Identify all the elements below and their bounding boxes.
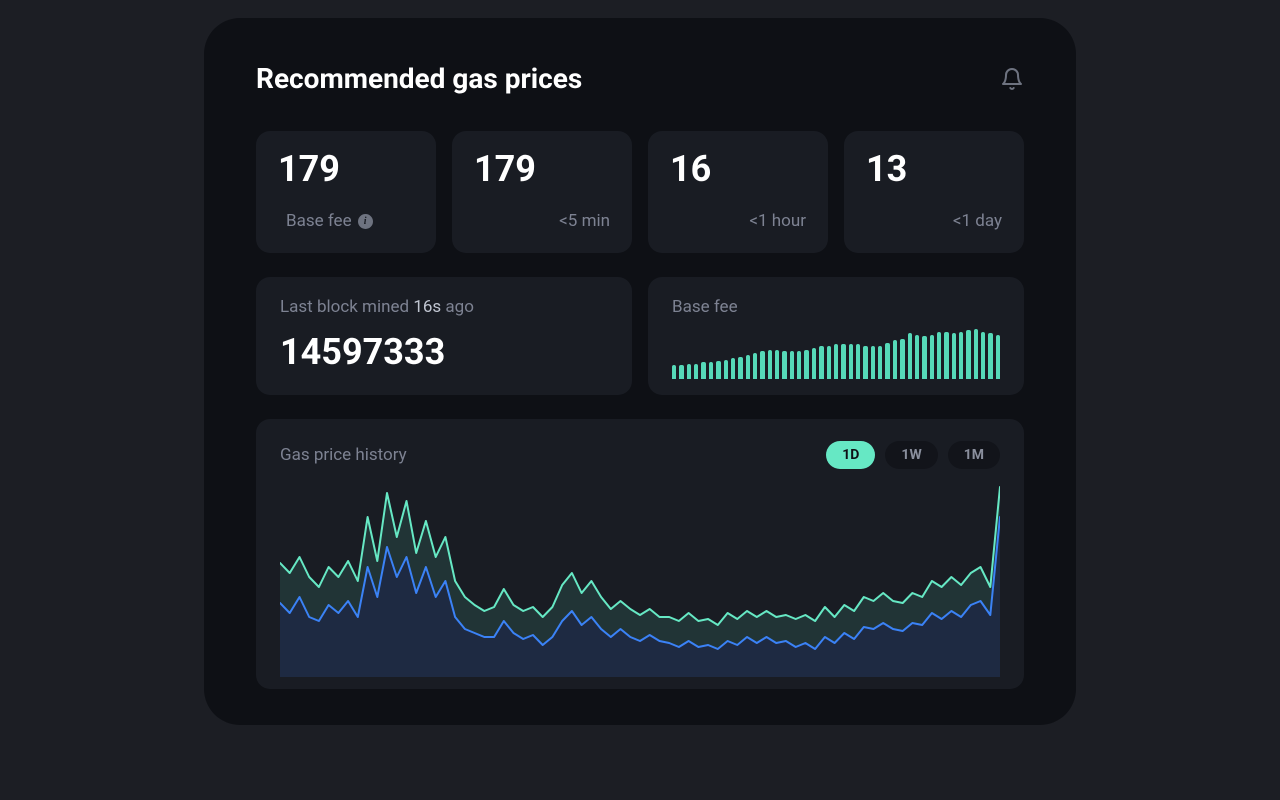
card-label: <1 day [866,211,1002,231]
card-1day: 13 <1 day [844,131,1024,253]
panel-header: Recommended gas prices [256,62,1024,95]
card-value: 179 [474,151,610,187]
bell-icon[interactable] [1000,67,1024,91]
range-pills: 1D 1W 1M [826,441,1000,469]
card-5min: 179 <5 min [452,131,632,253]
basefee-title: Base fee [672,297,1000,317]
history-chart-wrap [280,477,1000,677]
history-title: Gas price history [280,445,407,465]
card-label: <5 min [474,211,610,231]
range-pill-1m[interactable]: 1M [948,441,1000,469]
panel-title: Recommended gas prices [256,62,582,95]
card-label: <1 hour [670,211,806,231]
card-label: Base fee i [278,211,414,231]
history-header: Gas price history 1D 1W 1M [280,441,1000,469]
basefee-sparkline-card: Base fee [648,277,1024,395]
range-pill-1w[interactable]: 1W [885,441,937,469]
card-value: 16 [670,151,806,187]
card-value: 179 [278,151,414,187]
mid-row: Last block mined 16s ago 14597333 Base f… [256,277,1024,395]
gas-prices-panel: Recommended gas prices 179 Base fee i 17… [204,18,1076,725]
card-1hour: 16 <1 hour [648,131,828,253]
basefee-bars [672,329,1000,379]
info-icon[interactable]: i [358,214,373,229]
last-block-meta: Last block mined 16s ago [280,297,608,317]
card-value: 13 [866,151,1002,187]
last-block-card: Last block mined 16s ago 14597333 [256,277,632,395]
last-block-number: 14597333 [280,331,608,373]
range-pill-1d[interactable]: 1D [826,441,875,469]
history-chart [280,477,1000,677]
price-cards-row: 179 Base fee i 179 <5 min 16 <1 hour 13 … [256,131,1024,253]
history-card: Gas price history 1D 1W 1M [256,419,1024,689]
card-base-fee: 179 Base fee i [256,131,436,253]
